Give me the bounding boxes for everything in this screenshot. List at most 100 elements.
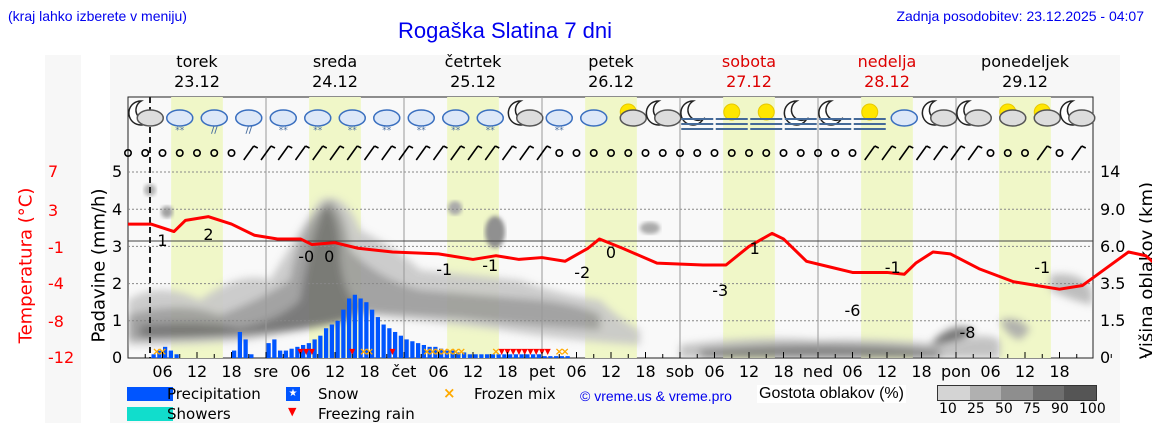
calm-wind-icon (710, 149, 719, 158)
day-header: petek 26.12 (551, 52, 671, 92)
calm-wind-icon (555, 149, 564, 158)
day-name: sobota (721, 52, 777, 71)
calm-wind-icon (141, 149, 150, 158)
weather-icons-row: ** // // ** ** ** ** ** ** ** ** (128, 100, 1096, 136)
calm-wind-icon (779, 149, 788, 158)
moon-cloud-icon (507, 100, 544, 127)
wind-barb-icon (415, 145, 431, 161)
cloud-snow-icon: ** (269, 109, 297, 136)
svg-text:×: × (152, 345, 161, 358)
wind-barb-icon (536, 145, 552, 161)
legend-showers: Showers (167, 405, 231, 423)
wind-barb-icon (277, 145, 293, 161)
calm-wind-icon (193, 149, 202, 158)
svg-text:×: × (158, 345, 167, 358)
cloud-snow-icon: ** (407, 109, 435, 136)
wind-barb-icon (346, 145, 362, 161)
calm-wind-icon (848, 149, 857, 158)
temperature-annotations: 12-00-1-1-20-31-6-1-8-1-5 (157, 225, 1050, 342)
svg-text:sre: sre (254, 362, 278, 381)
svg-text:▼: ▼ (309, 347, 316, 356)
precip-tick: 4 (112, 200, 123, 219)
moon-cloud-icon (921, 100, 958, 127)
moon-fog-icon (818, 100, 852, 130)
svg-text:▼: ▼ (504, 347, 511, 356)
cloud-tick: 3.5 (1100, 274, 1126, 293)
svg-text:**: ** (417, 126, 427, 136)
legend-frozen-mix: Frozen mix (474, 385, 556, 403)
svg-text:**: ** (348, 126, 358, 136)
frozen-mix-icon: × (443, 384, 456, 402)
legend-precipitation-swatch (127, 387, 173, 401)
day-header: ponedeljek 29.12 (965, 52, 1085, 92)
temp-tick: -4 (48, 274, 64, 293)
calm-wind-icon (606, 149, 615, 158)
svg-text:18: 18 (635, 362, 655, 381)
precip-tick: 3 (112, 237, 123, 256)
svg-text:▼: ▼ (297, 347, 304, 356)
svg-text:×: × (359, 345, 368, 358)
precip-tick: 1 (112, 311, 123, 330)
day-name: četrtek (444, 52, 502, 71)
sun-fog-icon (715, 103, 748, 130)
svg-text://: // (245, 126, 252, 136)
legend-snow: Snow (318, 385, 359, 403)
svg-text:-1: -1 (436, 260, 452, 279)
cloud-snow-icon: ** (373, 109, 401, 136)
svg-text:0: 0 (606, 243, 616, 262)
svg-text:12: 12 (325, 362, 345, 381)
svg-text:1: 1 (750, 239, 760, 258)
wind-barb-icon (484, 145, 500, 161)
calm-wind-icon (693, 149, 702, 158)
cloud-tick: 1.5 (1100, 311, 1126, 330)
cloud-density-ticks: 10 25 50 75 90 100 (939, 401, 1107, 417)
wind-barb-icon (950, 145, 966, 161)
sun-cloud-icon (619, 103, 647, 127)
day-date: 29.12 (1002, 72, 1048, 91)
sun-cloud-icon (999, 103, 1027, 127)
calm-wind-icon (624, 149, 633, 158)
svg-text:18: 18 (911, 362, 931, 381)
svg-text:-6: -6 (845, 301, 861, 320)
scale-tick: 90 (1051, 401, 1069, 417)
svg-text://: // (211, 126, 218, 136)
scale-tick: 25 (967, 401, 985, 417)
cloud-snow-icon: ** (166, 109, 194, 136)
temp-axis-panel (45, 55, 81, 423)
wind-barb-icon (260, 145, 276, 161)
scale-tick: 10 (939, 401, 957, 417)
wind-barb-icon (1071, 145, 1087, 161)
freezing-rain-icon: ▼ (288, 405, 297, 418)
svg-text:pon: pon (941, 362, 971, 381)
x-axis-ticks: 06 12 18 sre 06 12 18 čet 06 12 18 pet 06 12 18 sob 06 12… (144, 352, 1147, 381)
svg-text:-0: -0 (298, 247, 314, 266)
cloud-snow-icon: ** (476, 109, 504, 136)
wind-barb-icon (864, 145, 880, 161)
svg-text:▼: ▼ (510, 347, 517, 356)
wind-row (124, 145, 1087, 161)
day-date: 25.12 (450, 72, 496, 91)
temp-tick: -1 (48, 238, 64, 257)
cloud-density-scale (937, 385, 1097, 401)
svg-text:-1: -1 (885, 258, 901, 277)
day-name: petek (588, 52, 634, 71)
svg-text:▼: ▼ (533, 347, 540, 356)
svg-text:×: × (422, 345, 431, 358)
calm-wind-icon (158, 149, 167, 158)
grid-lines (128, 97, 1093, 358)
wind-barb-icon (881, 145, 897, 161)
svg-text:sob: sob (666, 362, 694, 381)
svg-text:-3: -3 (712, 281, 728, 300)
temp-tick: 7 (48, 162, 59, 181)
cloud-rain-icon: // (200, 109, 228, 136)
credit-link[interactable]: © vreme.us & vreme.pro (580, 388, 732, 404)
scale-tick: 50 (995, 401, 1013, 417)
day-date: 24.12 (312, 72, 358, 91)
moon-cloud-icon (956, 100, 992, 127)
wind-barb-icon (312, 145, 328, 161)
svg-text:▼: ▼ (516, 347, 523, 356)
calm-wind-icon (675, 149, 684, 158)
cloud-snow-icon: ** (545, 109, 573, 136)
cloud-icon (890, 109, 918, 127)
